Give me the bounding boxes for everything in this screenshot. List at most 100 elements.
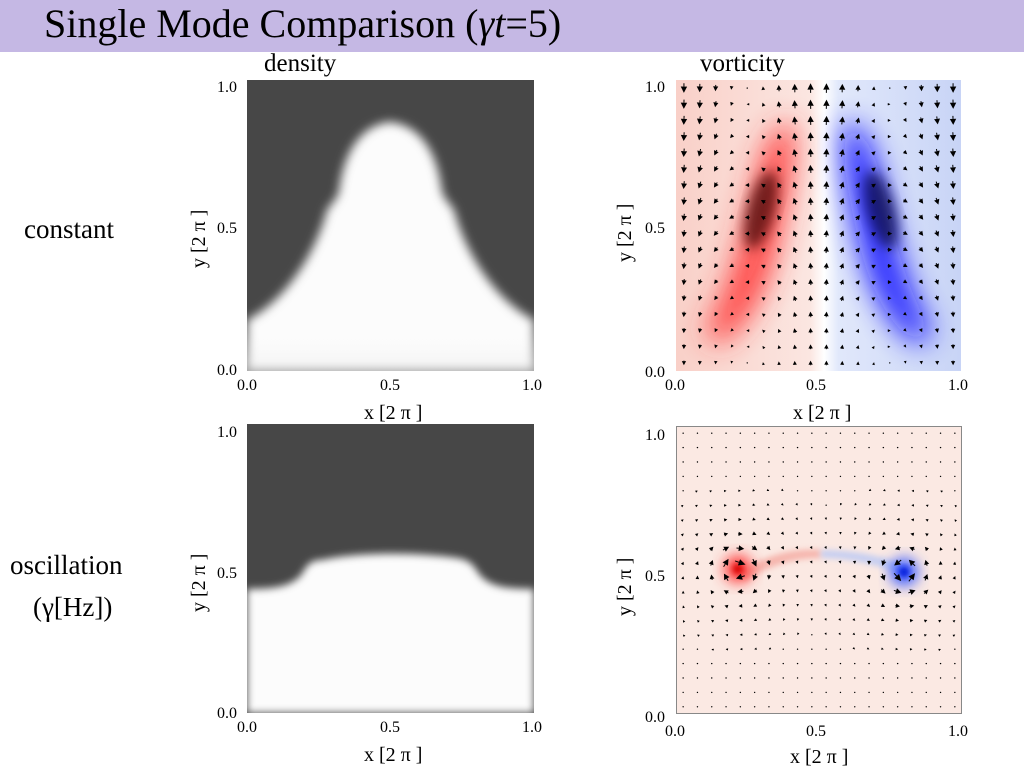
velocity-arrow-head <box>887 329 891 333</box>
velocity-arrow-head <box>902 133 907 139</box>
velocity-arrow <box>925 691 927 694</box>
velocity-arrow <box>839 677 842 679</box>
velocity-arrow-head <box>871 281 876 285</box>
velocity-arrow-head <box>855 84 861 90</box>
velocity-arrow-head <box>823 148 830 155</box>
velocity-arrow-head <box>909 604 915 609</box>
velocity-arrow <box>726 578 729 582</box>
velocity-arrow-head <box>823 115 830 123</box>
velocity-arrow <box>925 475 927 478</box>
velocity-arrow-head <box>795 560 799 564</box>
x-axis-label: x [2 π ] <box>364 402 423 424</box>
velocity-arrow-head <box>883 489 886 492</box>
velocity-arrow-head <box>894 545 901 551</box>
velocity-arrow-head <box>903 263 908 268</box>
velocity-arrow-head <box>680 519 684 522</box>
velocity-arrow <box>753 475 756 478</box>
velocity-arrow-head <box>795 517 798 521</box>
velocity-arrow <box>711 475 713 478</box>
velocity-arrow-head <box>871 151 876 156</box>
velocity-arrow-head <box>934 295 939 301</box>
velocity-arrow-head <box>852 574 856 579</box>
velocity-arrow-head <box>780 502 784 506</box>
velocity-arrow <box>881 573 884 576</box>
velocity-arrow <box>839 432 842 434</box>
velocity-arrow <box>854 432 856 434</box>
velocity-arrow-head <box>697 247 703 253</box>
velocity-arrow-head <box>761 151 766 156</box>
velocity-arrow <box>811 662 813 665</box>
velocity-arrow-head <box>694 547 699 551</box>
velocity-arrow-head <box>760 199 766 205</box>
velocity-arrow-head <box>924 546 929 552</box>
velocity-arrow-head <box>745 166 750 171</box>
velocity-arrow <box>882 677 885 679</box>
velocity-arrow <box>796 677 799 679</box>
velocity-arrow <box>779 186 782 188</box>
velocity-arrow-head <box>823 99 830 106</box>
velocity-arrow-head <box>810 502 813 506</box>
velocity-arrow <box>811 475 813 478</box>
velocity-arrow-head <box>762 329 766 334</box>
velocity-arrow <box>954 461 956 463</box>
velocity-arrow-head <box>680 102 688 109</box>
velocity-arrow-head <box>792 181 798 188</box>
velocity-arrow-head <box>738 503 742 507</box>
velocity-arrow <box>794 170 797 173</box>
velocity-arrow-head <box>795 589 799 593</box>
velocity-arrow <box>725 706 727 708</box>
velocity-arrow <box>782 691 784 694</box>
velocity-arrow <box>840 170 843 173</box>
velocity-arrow-head <box>698 295 703 301</box>
velocity-arrow <box>753 461 756 463</box>
velocity-arrow-head <box>781 589 786 593</box>
velocity-arrow-head <box>871 102 876 107</box>
velocity-arrow <box>794 202 797 205</box>
velocity-arrow-head <box>729 150 735 155</box>
velocity-arrow-head <box>761 281 766 285</box>
velocity-arrow-head <box>903 328 907 332</box>
velocity-arrow <box>925 662 927 665</box>
velocity-arrow <box>727 592 729 594</box>
velocity-arrow-head <box>745 182 750 188</box>
velocity-arrow <box>925 461 927 463</box>
velocity-arrow-head <box>855 117 861 123</box>
velocity-arrow-head <box>903 101 907 106</box>
tick-label: 0.0 <box>237 377 257 394</box>
velocity-arrow <box>911 677 913 679</box>
velocity-arrow-head <box>839 312 844 317</box>
velocity-arrow-head <box>723 573 730 581</box>
velocity-arrow-head <box>908 573 916 581</box>
velocity-arrow <box>882 662 885 665</box>
velocity-arrow-head <box>881 632 885 636</box>
velocity-arrow <box>855 202 858 205</box>
density-constant-plot <box>247 80 534 371</box>
velocity-arrow <box>896 446 899 449</box>
velocity-arrow-head <box>808 230 814 236</box>
velocity-arrow-head <box>871 329 875 334</box>
velocity-arrow <box>935 165 938 168</box>
tick-label: 0.0 <box>237 719 257 736</box>
velocity-arrow <box>725 446 727 449</box>
velocity-arrow-head <box>744 247 750 252</box>
velocity-arrow-head <box>918 166 923 172</box>
velocity-arrow-head <box>950 312 956 318</box>
velocity-arrow-head <box>761 167 766 172</box>
velocity-arrow-head <box>777 312 782 317</box>
velocity-arrow <box>716 198 718 201</box>
velocity-arrow-head <box>949 102 957 109</box>
velocity-arrow-head <box>777 247 782 253</box>
velocity-arrow-head <box>887 182 892 188</box>
tick-label: 0.0 <box>217 705 237 722</box>
velocity-arrow <box>868 446 870 449</box>
velocity-arrow-head <box>766 545 771 551</box>
velocity-arrow-head <box>887 280 892 285</box>
velocity-arrow-head <box>887 345 891 349</box>
velocity-arrow-head <box>934 263 939 269</box>
velocity-arrow-head <box>745 134 750 139</box>
velocity-arrow-head <box>894 559 901 566</box>
velocity-arrow-head <box>824 344 829 349</box>
velocity-arrow-head <box>722 558 729 566</box>
velocity-arrow-head <box>838 618 841 621</box>
velocity-arrow-head <box>868 503 872 506</box>
